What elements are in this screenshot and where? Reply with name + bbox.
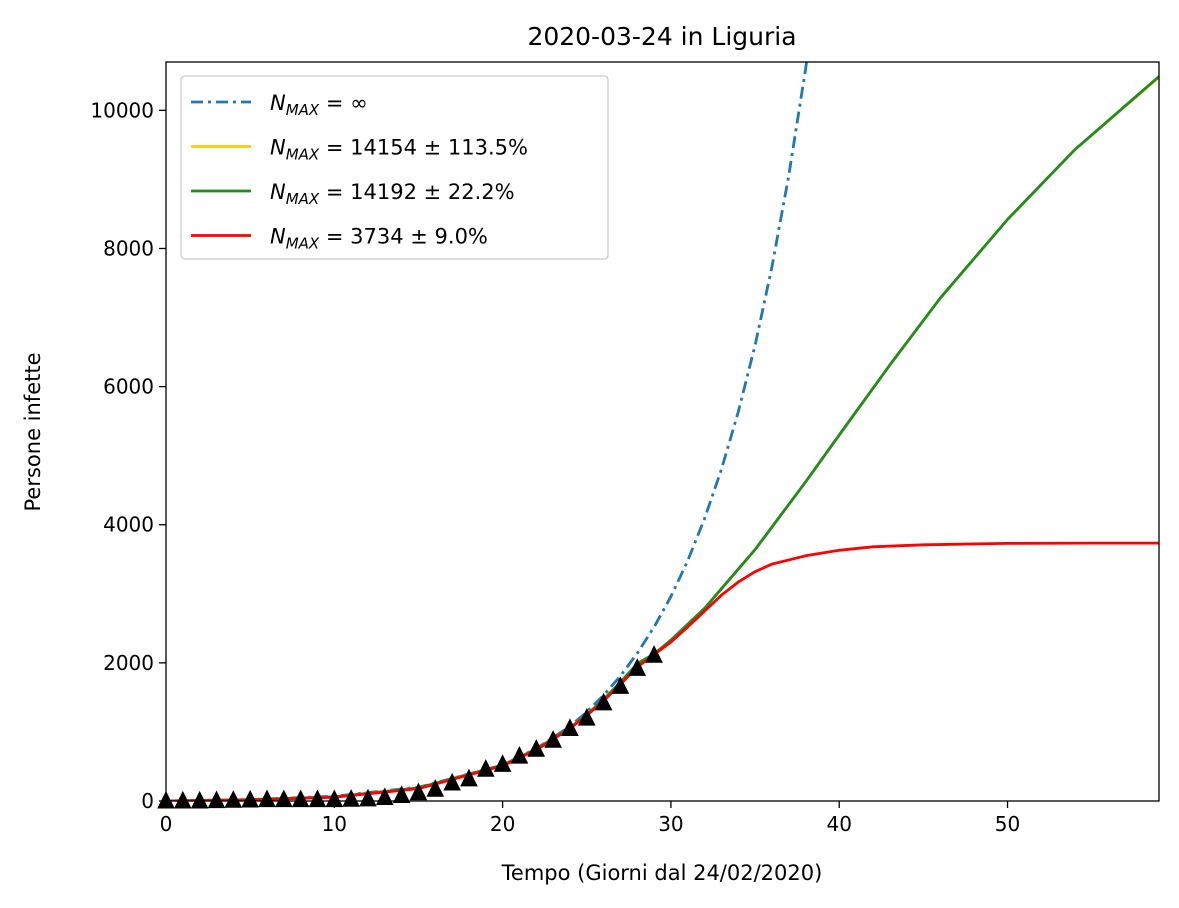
observed-point — [409, 782, 428, 801]
y-tick-label: 0 — [141, 789, 154, 813]
legend-box — [180, 75, 609, 260]
observed-point — [308, 789, 327, 808]
observed-point — [291, 789, 310, 808]
series-line-3 — [166, 541, 1159, 801]
series-layer — [166, 62, 1159, 801]
observed-point — [527, 739, 546, 757]
observed-point — [594, 692, 613, 711]
x-tick-label: 20 — [490, 812, 515, 836]
chart-title: 2020-03-24 in Liguria — [527, 22, 796, 51]
observed-point — [342, 789, 360, 807]
observed-point — [190, 790, 209, 809]
observed-point — [645, 645, 663, 663]
y-tick-label: 8000 — [103, 236, 154, 260]
x-tick-label: 10 — [322, 812, 347, 836]
observed-point — [241, 789, 259, 808]
observed-point — [258, 789, 276, 808]
x-tick-label: 50 — [995, 812, 1020, 836]
legend-entry-label: NMAX = 3734 ± 9.0% — [270, 225, 488, 253]
observed-point — [493, 754, 512, 772]
y-tick-label: 4000 — [103, 513, 154, 537]
y-tick-label: 2000 — [103, 651, 154, 675]
y-axis: 0 2000 4000 6000 8000 10000 — [90, 98, 166, 813]
y-tick-label: 6000 — [103, 375, 154, 399]
y-tick-label: 10000 — [90, 98, 154, 122]
observed-point — [359, 788, 377, 807]
x-axis: 0 10 20 30 40 50 — [160, 801, 1020, 836]
observed-point — [561, 718, 579, 736]
observed-point — [577, 708, 596, 726]
observed-data-markers — [157, 645, 663, 809]
legend-entry-label: NMAX = ∞ — [270, 91, 368, 119]
x-tick-label: 0 — [160, 812, 173, 836]
legend: NMAX = ∞ NMAX = 14154 ± 113.5% NMAX = 1419… — [180, 75, 609, 260]
observed-point — [224, 790, 243, 808]
observed-point — [510, 745, 529, 764]
legend-entry-label: NMAX = 14192 ± 22.2% — [270, 180, 515, 208]
observed-point — [476, 759, 495, 777]
y-axis-label: Persone infette — [21, 352, 45, 511]
x-tick-label: 30 — [658, 812, 683, 836]
observed-point — [275, 789, 293, 808]
observed-point — [392, 785, 411, 803]
observed-point — [460, 768, 478, 787]
series-line-0 — [166, 62, 808, 801]
legend-entry-label: NMAX = 14154 ± 113.5% — [270, 136, 528, 164]
observed-point — [207, 790, 226, 809]
observed-point — [443, 772, 461, 791]
observed-point — [174, 790, 192, 809]
x-tick-label: 40 — [826, 812, 851, 836]
observed-point — [628, 658, 647, 676]
observed-point — [611, 676, 630, 694]
plot-frame — [165, 61, 1160, 802]
x-axis-label: Tempo (Giorni dal 24/02/2020) — [501, 861, 823, 885]
observed-point — [544, 730, 562, 748]
observed-point — [426, 779, 445, 797]
